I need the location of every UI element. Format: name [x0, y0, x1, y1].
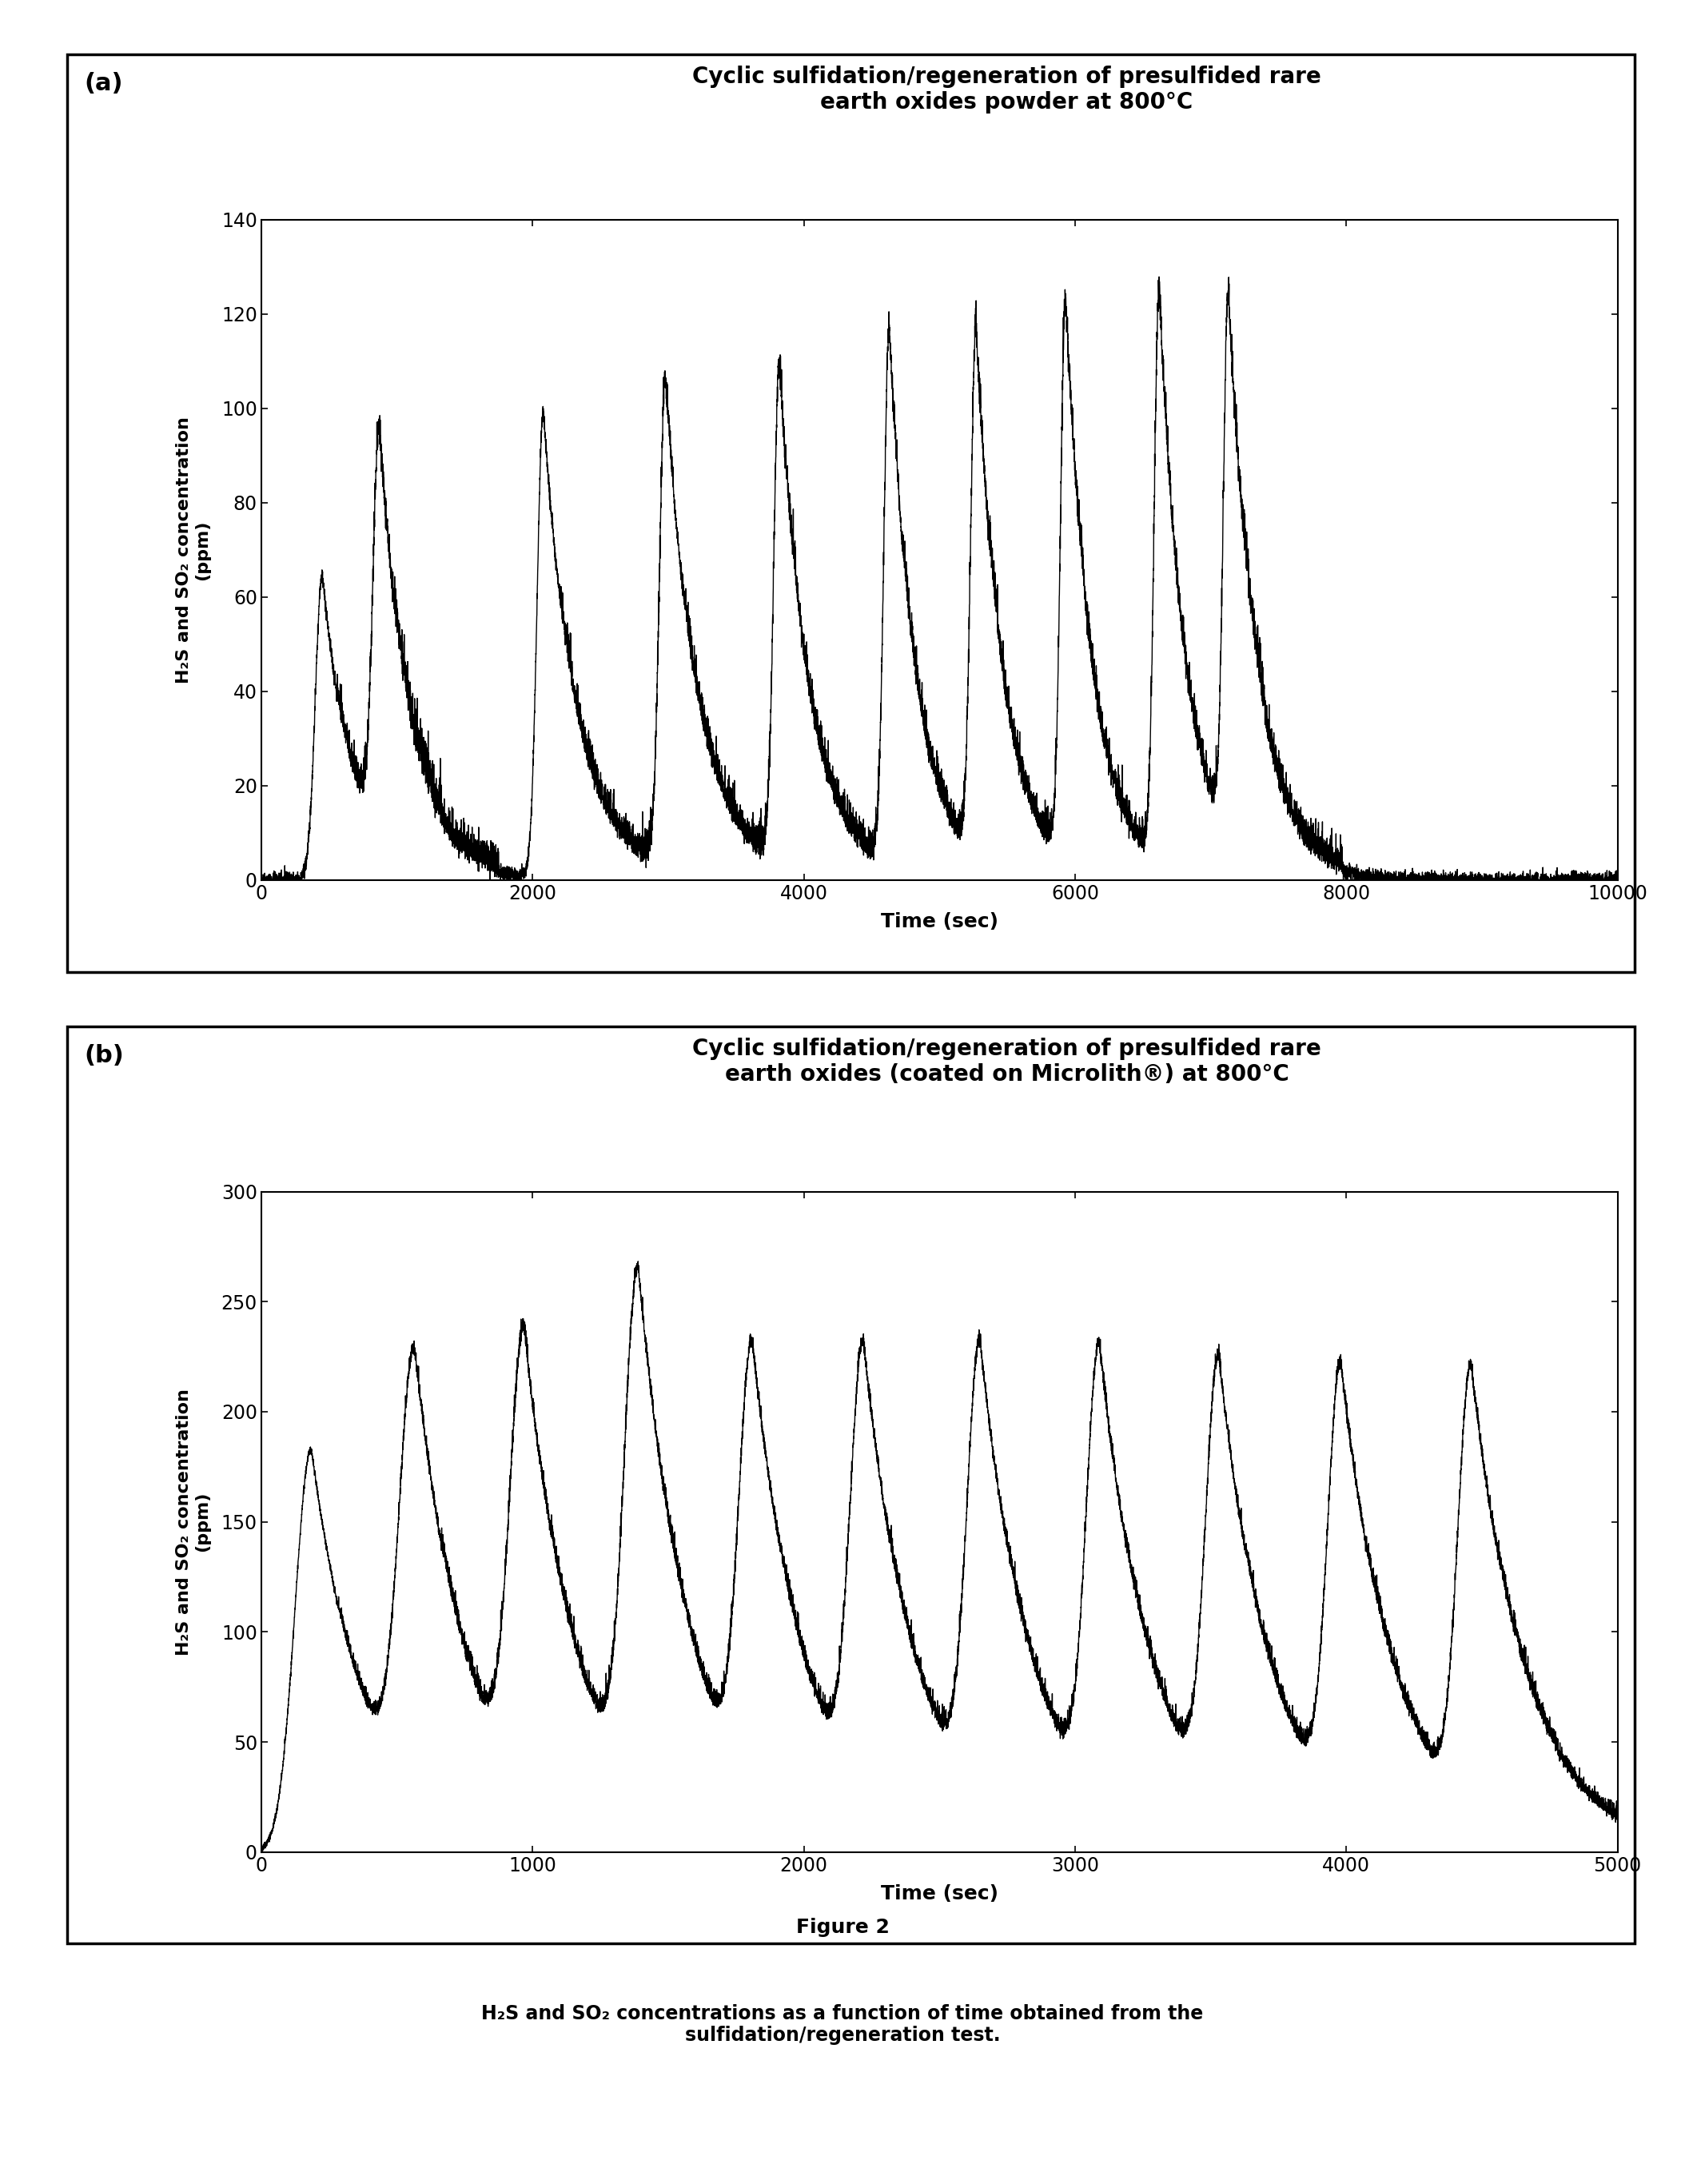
Text: H₂S and SO₂ concentrations as a function of time obtained from the
sulfidation/r: H₂S and SO₂ concentrations as a function… [482, 2005, 1203, 2044]
Text: (a): (a) [84, 72, 123, 96]
Y-axis label: H₂S and SO₂ concentration
(ppm): H₂S and SO₂ concentration (ppm) [175, 417, 211, 684]
X-axis label: Time (sec): Time (sec) [881, 913, 998, 930]
Text: Cyclic sulfidation/regeneration of presulfided rare
earth oxides (coated on Micr: Cyclic sulfidation/regeneration of presu… [693, 1037, 1321, 1085]
Text: (b): (b) [84, 1044, 125, 1068]
Y-axis label: H₂S and SO₂ concentration
(ppm): H₂S and SO₂ concentration (ppm) [175, 1389, 211, 1655]
Text: Cyclic sulfidation/regeneration of presulfided rare
earth oxides powder at 800°C: Cyclic sulfidation/regeneration of presu… [693, 66, 1321, 114]
Text: Figure 2: Figure 2 [795, 1918, 890, 1937]
X-axis label: Time (sec): Time (sec) [881, 1885, 998, 1902]
